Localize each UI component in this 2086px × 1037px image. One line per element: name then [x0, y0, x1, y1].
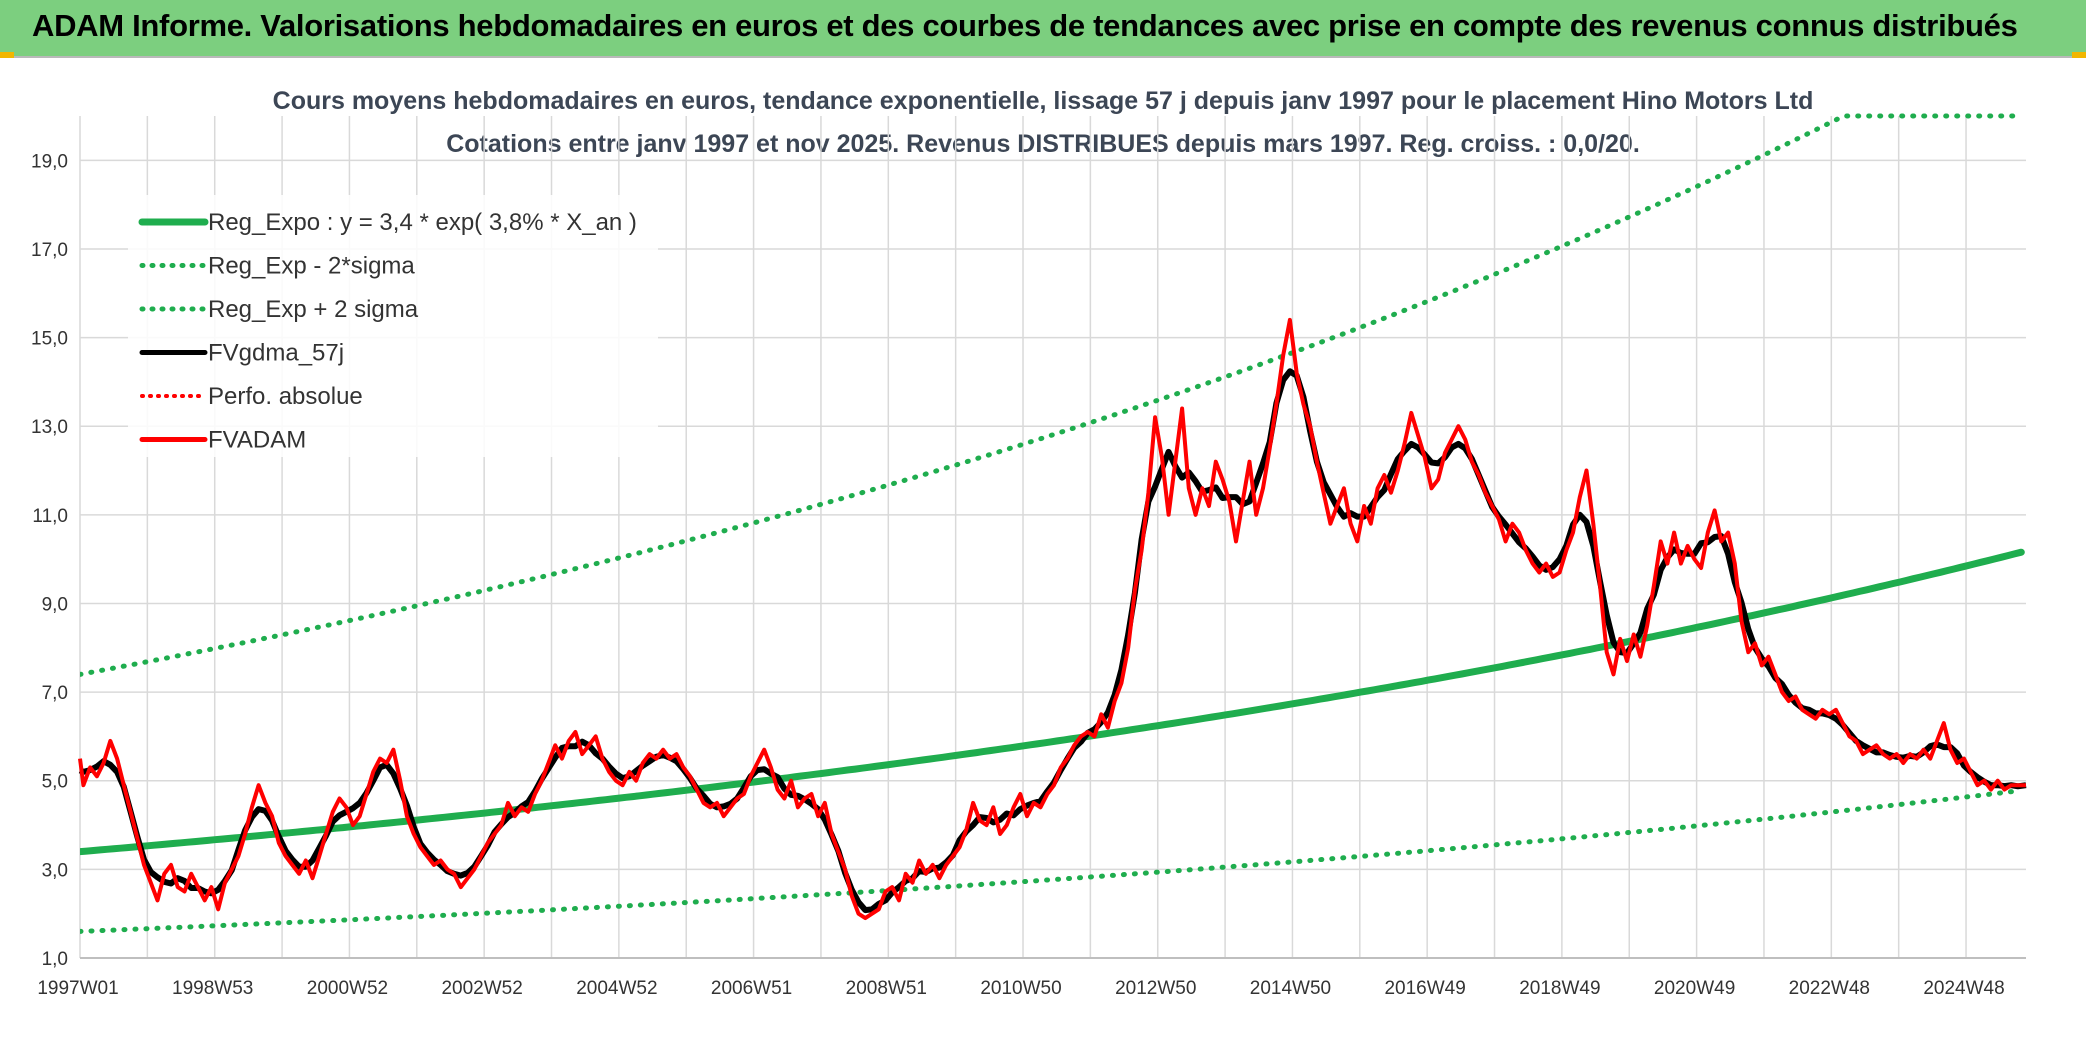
- corner-marker-left: [0, 52, 14, 58]
- chart-title: Cours moyens hebdomadaires en euros, ten…: [272, 87, 1814, 115]
- fvadam-line: [78, 317, 2026, 921]
- legend-label: Reg_Expo : y = 3,4 * exp( 3,8% * X_an ): [208, 209, 637, 236]
- y-tick-label: 11,0: [32, 506, 68, 527]
- y-tick-label: 15,0: [31, 329, 68, 350]
- x-tick-label: 2010W50: [980, 978, 1061, 999]
- y-tick-label: 13,0: [31, 417, 68, 438]
- x-tick-label: 2014W50: [1250, 978, 1331, 999]
- legend: Reg_Expo : y = 3,4 * exp( 3,8% * X_an ) R…: [128, 195, 658, 457]
- x-tick-label: 2016W49: [1384, 978, 1465, 999]
- reg-expo-line: [80, 548, 2025, 856]
- x-tick-label: 2008W51: [846, 978, 927, 999]
- x-tick-label: 2002W52: [441, 978, 522, 999]
- upper-band-line: [80, 113, 2024, 677]
- lower-band-line: [80, 788, 2024, 934]
- x-tick-label: 1998W53: [172, 978, 253, 999]
- legend-label: Reg_Exp + 2 sigma: [208, 296, 419, 323]
- x-tick-label: 2000W52: [307, 978, 388, 999]
- report-banner: ADAM Informe. Valorisations hebdomadaire…: [0, 0, 2086, 58]
- y-tick-label: 7,0: [42, 683, 68, 704]
- legend-label: FVADAM: [208, 427, 306, 454]
- x-tick-label: 1997W01: [37, 978, 118, 999]
- y-tick-label: 19,0: [31, 151, 68, 172]
- chart-area: Cours moyens hebdomadaires en euros, ten…: [0, 60, 2086, 1037]
- y-tick-label: 1,0: [42, 949, 68, 970]
- x-tick-label: 2024W48: [1923, 978, 2004, 999]
- x-tick-label: 2004W52: [576, 978, 657, 999]
- banner-title: ADAM Informe. Valorisations hebdomadaire…: [32, 8, 2018, 43]
- legend-label: FVgdma_57j: [208, 340, 344, 367]
- x-tick-label: 2006W51: [711, 978, 792, 999]
- chart-subtitle: Cotations entre janv 1997 et nov 2025. R…: [446, 130, 1640, 158]
- legend-label: Perfo. absolue: [208, 383, 363, 410]
- corner-marker-right: [2072, 52, 2086, 58]
- y-tick-label: 17,0: [31, 240, 68, 261]
- y-tick-label: 3,0: [42, 860, 68, 881]
- y-tick-label: 5,0: [42, 772, 68, 793]
- legend-background: [128, 195, 658, 457]
- x-tick-label: 2022W48: [1789, 978, 1870, 999]
- x-tick-label: 2018W49: [1519, 978, 1600, 999]
- x-tick-label: 2020W49: [1654, 978, 1735, 999]
- legend-label: Reg_Exp - 2*sigma: [208, 253, 415, 280]
- y-tick-label: 9,0: [42, 594, 68, 615]
- x-tick-label: 2012W50: [1115, 978, 1196, 999]
